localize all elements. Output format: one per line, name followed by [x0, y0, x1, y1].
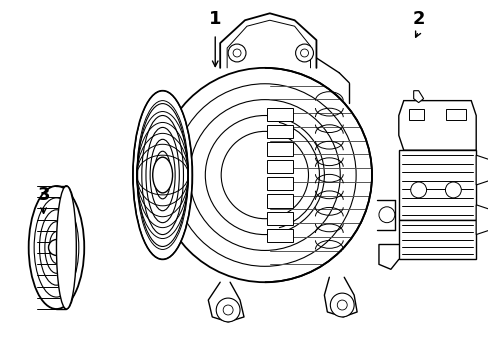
- Ellipse shape: [153, 157, 172, 193]
- Circle shape: [216, 298, 240, 322]
- Ellipse shape: [133, 91, 193, 260]
- Circle shape: [295, 44, 314, 62]
- Polygon shape: [409, 109, 424, 121]
- Circle shape: [379, 207, 395, 223]
- Polygon shape: [267, 125, 293, 138]
- Polygon shape: [399, 220, 476, 260]
- Polygon shape: [399, 150, 476, 220]
- Circle shape: [445, 182, 461, 198]
- Ellipse shape: [158, 68, 372, 282]
- Circle shape: [223, 305, 233, 315]
- Polygon shape: [267, 212, 293, 225]
- Polygon shape: [414, 91, 424, 103]
- Circle shape: [228, 44, 246, 62]
- Ellipse shape: [56, 186, 76, 309]
- Circle shape: [49, 239, 64, 255]
- Circle shape: [330, 293, 354, 317]
- Polygon shape: [267, 143, 293, 156]
- Circle shape: [411, 182, 427, 198]
- Circle shape: [300, 49, 309, 57]
- Polygon shape: [267, 177, 293, 190]
- Text: 3: 3: [37, 186, 50, 204]
- Polygon shape: [267, 194, 293, 208]
- Ellipse shape: [55, 186, 77, 309]
- Polygon shape: [267, 108, 293, 121]
- Polygon shape: [476, 205, 490, 235]
- Polygon shape: [476, 155, 490, 185]
- Polygon shape: [446, 109, 466, 121]
- Polygon shape: [267, 229, 293, 242]
- Polygon shape: [399, 100, 476, 150]
- Circle shape: [337, 300, 347, 310]
- Text: 1: 1: [209, 10, 221, 28]
- Ellipse shape: [29, 186, 84, 309]
- Circle shape: [233, 49, 241, 57]
- Polygon shape: [267, 160, 293, 173]
- Text: 2: 2: [413, 10, 425, 28]
